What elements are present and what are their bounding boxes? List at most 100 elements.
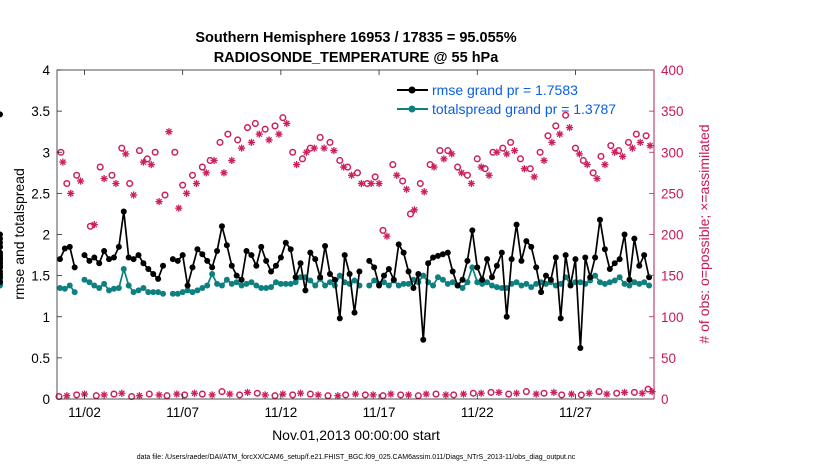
rmse-point (61, 245, 68, 252)
obs-assimilated-point (292, 160, 301, 169)
totalspread-point (322, 282, 329, 289)
obs-possible-point (436, 147, 444, 155)
y-right-tick-label: 150 (661, 269, 684, 284)
obs-assimilated-point (302, 148, 311, 156)
obs-assimilated-point (601, 160, 609, 169)
totalspread-point (484, 279, 491, 286)
y-left-tick-label: 2 (42, 228, 50, 243)
chart-subtitle: RADIOSONDE_TEMPERATURE @ 55 hPa (214, 50, 500, 66)
rmse-point (390, 276, 397, 283)
totalspread-point (243, 280, 250, 287)
rmse-point (626, 276, 633, 283)
obs-possible-point (289, 148, 297, 156)
obs-possible-point (135, 147, 144, 155)
totalspread-point (326, 279, 333, 286)
rmse-point (238, 276, 245, 283)
totalspread-point (248, 279, 255, 286)
totalspread-point (66, 282, 73, 289)
plot-area (57, 70, 654, 399)
obs-possible-point (188, 171, 197, 179)
obs-assimilated-point (402, 185, 411, 193)
obs-assimilated-point (314, 391, 322, 399)
totalspread-point (601, 280, 608, 287)
rmse-point (0, 111, 3, 118)
obs-possible-point (552, 122, 560, 130)
y-left-tick-label: 1.5 (31, 269, 50, 284)
obs-assimilated-point (585, 389, 593, 397)
rmse-point (0, 231, 3, 238)
rmse-point (223, 242, 230, 249)
obs-assimilated-point (422, 390, 430, 398)
obs-assimilated-point (485, 171, 493, 179)
rmse-point (228, 262, 235, 269)
rmse-point (596, 216, 603, 223)
rmse-point (606, 266, 613, 273)
obs-possible-point (236, 391, 244, 399)
rmse-point (484, 256, 491, 263)
rmse-point (277, 254, 284, 261)
obs-assimilated-point (202, 169, 210, 177)
totalspread-point (140, 284, 147, 291)
obs-possible-point (540, 389, 548, 397)
totalspread-point (528, 284, 535, 291)
obs-assimilated-point (611, 148, 619, 156)
rmse-point (120, 208, 127, 215)
rmse-point (513, 221, 520, 228)
rmse-line (368, 218, 650, 349)
totalspread-point (513, 279, 520, 286)
rmse-point (96, 260, 103, 267)
totalspread-point (135, 287, 142, 294)
rmse-point (312, 256, 319, 263)
obs-assimilated-point (565, 123, 574, 132)
rmse-point (577, 345, 584, 352)
totalspread-point (493, 284, 500, 291)
totalspread-point (268, 284, 275, 291)
rmse-point (528, 243, 535, 250)
obs-possible-point (613, 389, 621, 397)
rmse-point (366, 257, 373, 264)
y-right-tick-label: 0 (661, 392, 669, 407)
rmse-point (439, 251, 446, 258)
obs-assimilated-point (279, 390, 287, 398)
totalspread-point (533, 280, 540, 287)
rmse-point (552, 254, 559, 261)
totalspread-point (292, 279, 299, 286)
rmse-point (66, 243, 73, 250)
rmse-point (56, 256, 63, 263)
rmse-point (356, 268, 363, 275)
rmse-point (380, 272, 387, 279)
obs-assimilated-point (347, 171, 356, 179)
totalspread-point (258, 284, 265, 291)
rmse-point (405, 268, 412, 275)
legend-spread-label: totalspread grand pr = 1.3787 (432, 101, 616, 117)
rmse-point (376, 282, 383, 289)
obs-assimilated-point (495, 388, 503, 397)
totalspread-point (434, 274, 441, 281)
rmse-point (523, 238, 530, 245)
obs-assimilated-point (155, 391, 163, 399)
rmse-point (248, 252, 255, 259)
obs-assimilated-point (237, 144, 246, 152)
obs-possible-point (597, 152, 605, 160)
obs-possible-point (416, 179, 424, 188)
rmse-point (110, 254, 117, 261)
obs-assimilated-point (334, 392, 342, 400)
rmse-point (169, 256, 176, 263)
rmse-point (130, 256, 137, 263)
obs-possible-point (73, 171, 81, 179)
obs-assimilated-point (420, 188, 428, 196)
obs-possible-point (342, 391, 350, 399)
rmse-point (135, 252, 142, 259)
y-left-tick-label: 3.5 (31, 104, 50, 119)
totalspread-point (179, 289, 186, 296)
obs-possible-point (516, 155, 525, 163)
rmse-point (582, 254, 589, 261)
totalspread-point (459, 284, 466, 291)
obs-assimilated-point (76, 177, 85, 185)
obs-assimilated-point (512, 389, 521, 397)
legend-spread-marker (408, 105, 416, 113)
totalspread-point (469, 264, 476, 271)
obs-assimilated-point (183, 189, 191, 197)
totalspread-point (56, 284, 63, 291)
obs-assimilated-point (540, 156, 548, 165)
